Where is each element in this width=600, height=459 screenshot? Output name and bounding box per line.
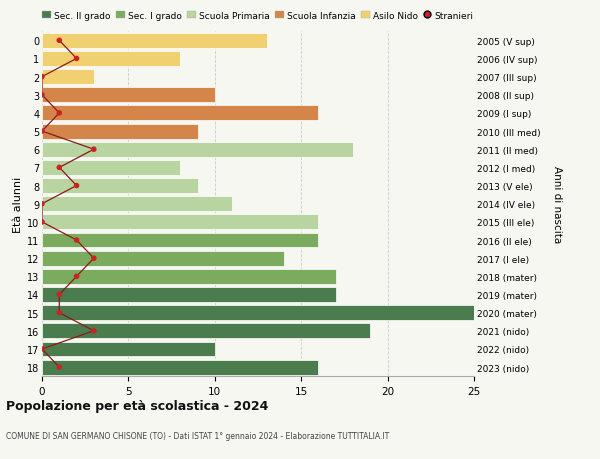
Bar [42,106,319,121]
Point [37,128,47,135]
Text: Popolazione per età scolastica - 2024: Popolazione per età scolastica - 2024 [6,399,268,412]
Legend: Sec. II grado, Sec. I grado, Scuola Primaria, Scuola Infanzia, Asilo Nido, Stran: Sec. II grado, Sec. I grado, Scuola Prim… [39,8,477,24]
Bar [42,161,180,175]
Bar [42,88,215,103]
Point [72,273,82,280]
Point [72,237,82,244]
Bar [42,215,319,230]
Point [37,201,47,208]
Point [55,291,64,298]
Point [55,38,64,45]
Point [37,74,47,81]
Bar [42,287,336,302]
Bar [42,306,474,320]
Point [37,346,47,353]
Point [37,92,47,99]
Bar [42,124,197,139]
Point [55,164,64,172]
Bar [42,197,232,212]
Point [89,146,98,154]
Point [55,309,64,317]
Bar [42,34,266,49]
Bar [42,269,336,284]
Bar [42,70,94,85]
Bar [42,52,180,67]
Bar [42,324,370,339]
Bar [42,179,197,194]
Bar [42,342,215,357]
Point [72,183,82,190]
Bar [42,142,353,157]
Y-axis label: Anni di nascita: Anni di nascita [551,166,562,243]
Text: COMUNE DI SAN GERMANO CHISONE (TO) - Dati ISTAT 1° gennaio 2024 - Elaborazione T: COMUNE DI SAN GERMANO CHISONE (TO) - Dat… [6,431,389,441]
Point [89,255,98,262]
Bar [42,233,319,248]
Point [72,56,82,63]
Point [55,110,64,118]
Point [37,218,47,226]
Bar [42,251,284,266]
Point [55,364,64,371]
Point [89,327,98,335]
Y-axis label: Età alunni: Età alunni [13,176,23,232]
Bar [42,360,319,375]
